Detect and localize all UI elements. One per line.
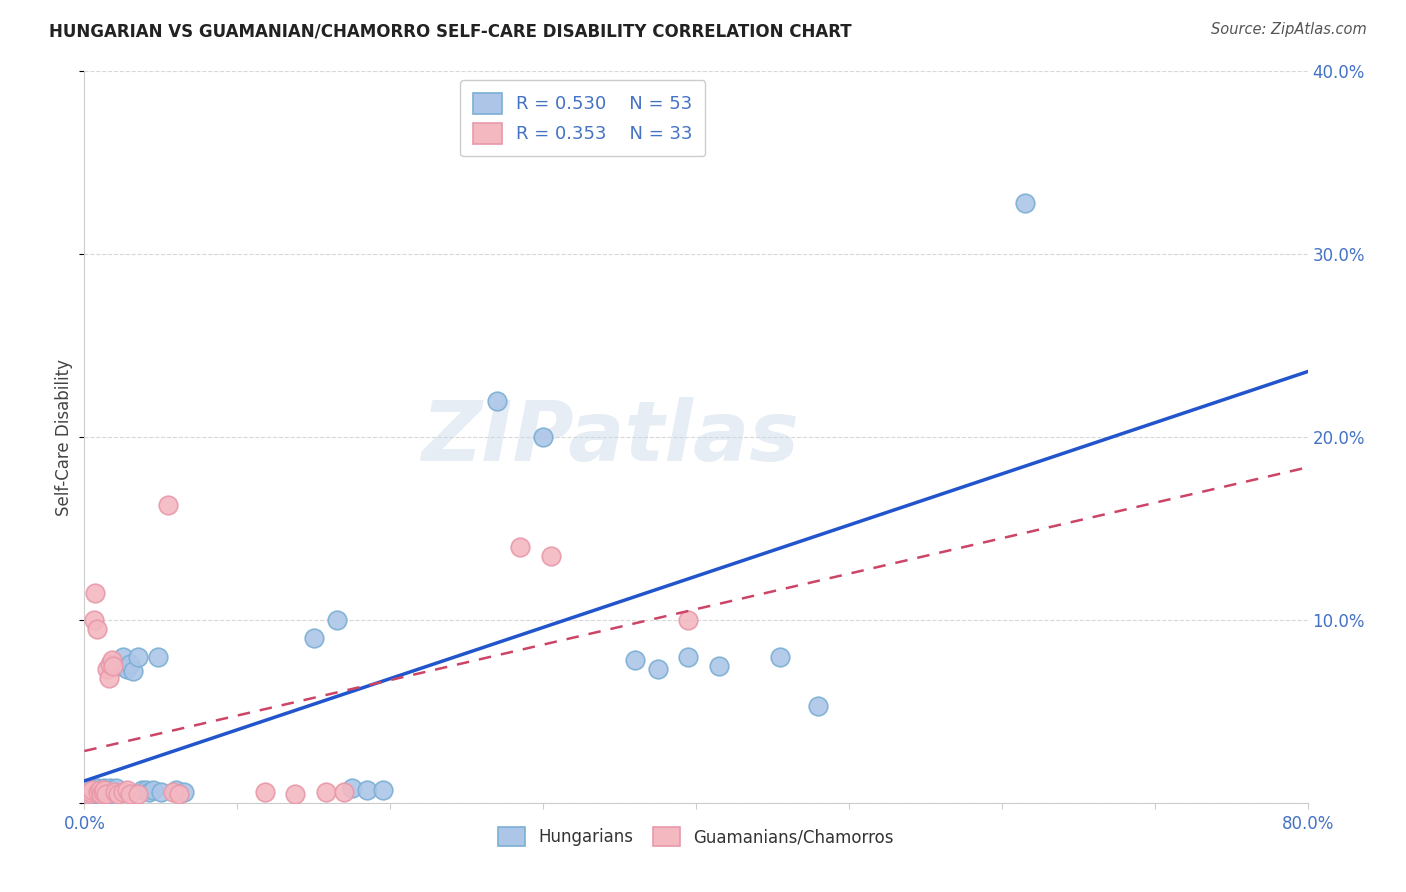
Text: Source: ZipAtlas.com: Source: ZipAtlas.com (1211, 22, 1367, 37)
Point (340, 781, 363, 796)
Point (83, 613, 105, 627)
Point (120, 657, 142, 671)
Point (89, 783, 111, 797)
Point (86, 787, 108, 801)
Point (105, 781, 128, 796)
Point (135, 783, 157, 797)
Point (167, 787, 190, 801)
Point (509, 540, 531, 554)
Point (142, 783, 165, 797)
Point (115, 662, 138, 676)
Point (77, 787, 100, 801)
Point (80, 783, 103, 797)
Point (83, 785, 105, 799)
Point (531, 430, 554, 444)
Text: HUNGARIAN VS GUAMANIAN/CHAMORRO SELF-CARE DISABILITY CORRELATION CHART: HUNGARIAN VS GUAMANIAN/CHAMORRO SELF-CAR… (49, 22, 852, 40)
Y-axis label: Self-Care Disability: Self-Care Disability (55, 359, 73, 516)
Point (90, 787, 112, 801)
Point (115, 783, 138, 797)
Point (111, 785, 134, 799)
Point (157, 498, 180, 512)
Point (131, 783, 153, 797)
Point (101, 785, 124, 799)
Point (80, 787, 103, 801)
Point (94, 785, 117, 799)
Point (98, 781, 121, 796)
Point (486, 393, 509, 408)
Point (84, 585, 107, 599)
Point (807, 698, 830, 713)
Point (103, 783, 125, 797)
Point (87, 785, 110, 799)
Point (107, 787, 129, 801)
Point (284, 787, 307, 801)
Point (647, 662, 669, 676)
Point (103, 658, 125, 673)
Point (93, 785, 115, 799)
Point (97, 672, 120, 686)
Legend: Hungarians, Guamanians/Chamorros: Hungarians, Guamanians/Chamorros (492, 821, 900, 853)
Point (302, 632, 325, 646)
Point (89, 783, 111, 797)
Point (333, 785, 356, 799)
Point (91, 785, 114, 799)
Point (104, 785, 127, 799)
Point (90, 785, 112, 799)
Point (94, 787, 117, 801)
Point (91, 783, 114, 797)
Point (98, 657, 121, 671)
Point (624, 653, 647, 667)
Point (138, 785, 160, 799)
Point (122, 664, 145, 678)
Point (84, 783, 107, 797)
Point (104, 785, 127, 799)
Point (76, 787, 98, 801)
Point (96, 783, 118, 797)
Point (707, 658, 730, 673)
Point (97, 787, 120, 801)
Point (127, 787, 149, 801)
Point (77, 785, 100, 799)
Point (146, 649, 169, 664)
Point (86, 622, 108, 636)
Point (356, 783, 378, 797)
Point (80, 783, 103, 797)
Point (86, 781, 108, 796)
Point (101, 653, 124, 667)
Point (173, 785, 195, 799)
Point (93, 783, 115, 797)
Point (253, 785, 276, 799)
Point (111, 649, 134, 664)
Point (87, 785, 110, 799)
Point (678, 649, 700, 664)
Point (540, 549, 562, 563)
Point (79, 789, 101, 803)
Point (93, 781, 115, 796)
Point (149, 785, 172, 799)
Point (1014, 196, 1036, 211)
Point (79, 785, 101, 799)
Point (162, 785, 184, 799)
Point (89, 787, 111, 801)
Point (678, 613, 700, 627)
Point (325, 613, 347, 627)
Point (96, 662, 118, 676)
Text: ZIPatlas: ZIPatlas (422, 397, 799, 477)
Point (371, 783, 394, 797)
Point (107, 658, 129, 673)
Point (315, 785, 337, 799)
Point (769, 649, 792, 664)
Point (165, 783, 187, 797)
Point (120, 787, 142, 801)
Point (91, 787, 114, 801)
Point (127, 649, 149, 664)
